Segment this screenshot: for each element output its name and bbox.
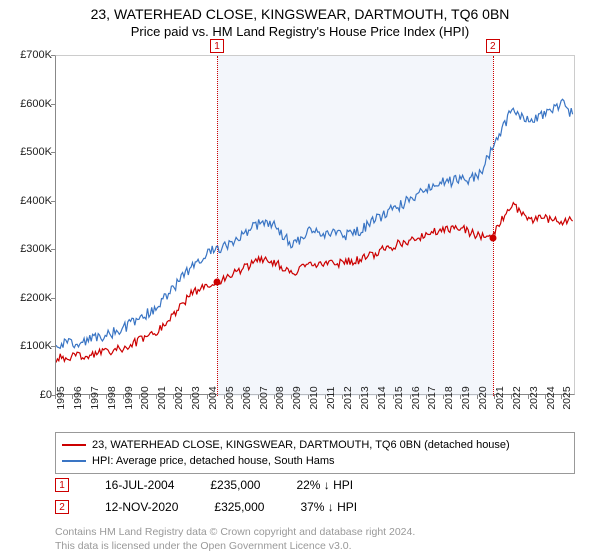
x-tick-label: 2015 <box>393 386 405 409</box>
x-tick-label: 2016 <box>410 386 422 409</box>
x-tick-label: 2004 <box>207 386 219 409</box>
x-tick-label: 2006 <box>241 386 253 409</box>
sale-date: 16-JUL-2004 <box>105 478 174 492</box>
x-tick-label: 2018 <box>443 386 455 409</box>
x-tick-label: 1997 <box>89 386 101 409</box>
y-tick-label: £400K <box>4 195 52 207</box>
y-tick-label: £500K <box>4 146 52 158</box>
x-tick-label: 2022 <box>511 386 523 409</box>
sale-row: 2 12-NOV-2020 £325,000 37% ↓ HPI <box>55 500 575 514</box>
legend: 23, WATERHEAD CLOSE, KINGSWEAR, DARTMOUT… <box>55 432 575 474</box>
attribution: Contains HM Land Registry data © Crown c… <box>55 526 575 553</box>
page-title: 23, WATERHEAD CLOSE, KINGSWEAR, DARTMOUT… <box>0 0 600 22</box>
sale-row: 1 16-JUL-2004 £235,000 22% ↓ HPI <box>55 478 575 492</box>
y-tick-label: £300K <box>4 243 52 255</box>
x-tick-label: 2002 <box>173 386 185 409</box>
y-tick-label: £600K <box>4 98 52 110</box>
series-hpi <box>56 99 573 348</box>
x-tick-label: 2009 <box>291 386 303 409</box>
x-tick-label: 1999 <box>123 386 135 409</box>
x-tick-label: 2003 <box>190 386 202 409</box>
x-tick-label: 1996 <box>72 386 84 409</box>
sale-date: 12-NOV-2020 <box>105 500 178 514</box>
x-tick-label: 2013 <box>359 386 371 409</box>
x-tick-label: 2021 <box>494 386 506 409</box>
x-tick-label: 2017 <box>426 386 438 409</box>
x-tick-label: 2023 <box>528 386 540 409</box>
x-tick-label: 2025 <box>561 386 573 409</box>
legend-swatch <box>62 460 86 462</box>
x-tick-label: 2024 <box>545 386 557 409</box>
x-tick-label: 2008 <box>274 386 286 409</box>
series-property <box>56 203 573 363</box>
attribution-line: This data is licensed under the Open Gov… <box>55 540 575 554</box>
sale-marker-icon: 2 <box>55 500 69 514</box>
y-tick-label: £700K <box>4 49 52 61</box>
legend-label: HPI: Average price, detached house, Sout… <box>92 455 335 467</box>
sale-vs-hpi: 22% ↓ HPI <box>296 478 353 492</box>
x-tick-label: 2010 <box>308 386 320 409</box>
x-tick-label: 2007 <box>258 386 270 409</box>
sale-marker-icon: 1 <box>55 478 69 492</box>
y-tick-label: £0 <box>4 389 52 401</box>
legend-label: 23, WATERHEAD CLOSE, KINGSWEAR, DARTMOUT… <box>92 439 510 451</box>
legend-swatch <box>62 444 86 446</box>
x-tick-label: 2019 <box>460 386 472 409</box>
y-tick-label: £100K <box>4 340 52 352</box>
legend-item: HPI: Average price, detached house, Sout… <box>62 453 568 469</box>
sale-price: £235,000 <box>210 478 260 492</box>
x-tick-label: 1998 <box>106 386 118 409</box>
x-tick-label: 2011 <box>325 387 337 410</box>
x-tick-label: 1995 <box>55 386 67 409</box>
x-tick-label: 2014 <box>376 386 388 409</box>
x-tick-label: 2012 <box>342 386 354 409</box>
x-tick-label: 2000 <box>139 386 151 409</box>
sale-price: £325,000 <box>214 500 264 514</box>
attribution-line: Contains HM Land Registry data © Crown c… <box>55 526 575 540</box>
x-tick-label: 2001 <box>156 386 168 409</box>
sale-chart-marker: 1 <box>210 39 224 53</box>
sale-vs-hpi: 37% ↓ HPI <box>300 500 357 514</box>
legend-item: 23, WATERHEAD CLOSE, KINGSWEAR, DARTMOUT… <box>62 437 568 453</box>
x-tick-label: 2020 <box>477 386 489 409</box>
price-chart: 12 <box>55 55 575 395</box>
x-tick-label: 2005 <box>224 386 236 409</box>
page-subtitle: Price paid vs. HM Land Registry's House … <box>0 22 600 43</box>
sale-chart-marker: 2 <box>486 39 500 53</box>
y-tick-label: £200K <box>4 292 52 304</box>
